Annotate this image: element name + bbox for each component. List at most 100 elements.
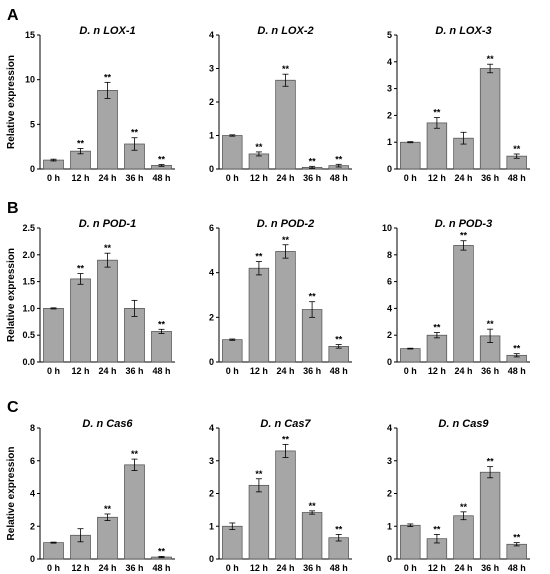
significance-label: **	[309, 292, 317, 302]
y-tick-label: 2	[387, 110, 392, 120]
y-tick-label: 4	[209, 423, 214, 433]
x-tick-label: 0 h	[47, 366, 60, 376]
bar	[275, 450, 296, 560]
bar	[328, 346, 349, 363]
x-tick-label: 12 h	[71, 173, 89, 183]
chart-d-n-lox-2: D. n LOX-2 0 1 2 3 4 0 h ** 12 h ** 24 h ** 36 h ** 48…	[209, 25, 352, 183]
y-tick-label: 3	[209, 64, 214, 74]
y-tick-label: 5	[387, 30, 392, 40]
y-tick-label: 1.5	[22, 277, 35, 287]
x-tick-label: 24 h	[276, 366, 294, 376]
significance-label: **	[104, 504, 112, 514]
significance-label: **	[255, 252, 263, 262]
bar	[275, 251, 296, 363]
chart-title: D. n LOX-1	[79, 25, 135, 37]
chart-d-n-cas6: D. n Cas6 Relative expression 0 2 4 6 8 0 h 12 h…	[6, 418, 175, 573]
y-tick-label: 0	[387, 554, 392, 564]
x-tick-label: 0 h	[47, 563, 60, 573]
bar	[275, 79, 296, 170]
y-tick-label: 8	[30, 423, 35, 433]
x-tick-label: 12 h	[428, 173, 446, 183]
significance-label: **	[487, 319, 495, 329]
significance-label: **	[131, 128, 139, 138]
significance-label: **	[513, 533, 521, 543]
x-tick-label: 0 h	[404, 173, 417, 183]
y-tick-label: 6	[387, 277, 392, 287]
y-tick-label: 4	[387, 57, 392, 67]
significance-label: **	[487, 54, 495, 64]
bar	[97, 516, 118, 560]
bar	[248, 267, 270, 363]
y-tick-label: 15	[25, 30, 35, 40]
y-tick-label: 8	[387, 250, 392, 260]
y-tick-label: 1	[387, 137, 392, 147]
significance-label: **	[335, 524, 343, 534]
panel-letter-a: A	[7, 7, 19, 24]
bar	[506, 543, 527, 560]
x-tick-label: 12 h	[428, 366, 446, 376]
bar	[43, 159, 64, 170]
x-tick-label: 24 h	[276, 563, 294, 573]
significance-label: **	[282, 64, 290, 74]
y-axis-label: Relative expression	[6, 55, 17, 149]
bar	[479, 471, 501, 560]
x-tick-label: 36 h	[303, 173, 321, 183]
y-tick-label: 0	[209, 164, 214, 174]
y-tick-label: 6	[30, 456, 35, 466]
significance-label: **	[309, 156, 317, 166]
chart-title: D. n LOX-3	[435, 25, 491, 37]
y-tick-label: 2	[209, 489, 214, 499]
significance-label: **	[282, 235, 290, 245]
significance-label: **	[77, 138, 85, 148]
chart-title: D. n Cas9	[438, 418, 489, 430]
y-tick-label: 0	[387, 357, 392, 367]
bar	[222, 525, 243, 560]
chart-d-n-lox-3: D. n LOX-3 0 1 2 3 4 5 0 h ** 12 h 24 h ** 36 h ** 48 …	[387, 25, 530, 183]
y-tick-label: 4	[209, 30, 214, 40]
x-tick-label: 0 h	[404, 563, 417, 573]
x-tick-label: 36 h	[481, 366, 499, 376]
x-tick-label: 48 h	[508, 173, 526, 183]
y-tick-label: 1.0	[22, 303, 35, 313]
y-tick-label: 2	[387, 330, 392, 340]
chart-d-n-cas7: D. n Cas7 0 1 2 3 4 0 h ** 12 h ** 24 h ** 36 h ** 48 …	[209, 418, 352, 573]
x-tick-label: 36 h	[125, 366, 143, 376]
significance-label: **	[158, 319, 166, 329]
x-tick-label: 24 h	[276, 173, 294, 183]
x-tick-label: 36 h	[125, 563, 143, 573]
y-tick-label: 10	[25, 75, 35, 85]
x-tick-label: 0 h	[226, 366, 239, 376]
significance-label: **	[460, 231, 468, 241]
significance-label: **	[433, 323, 441, 333]
y-tick-label: 0	[387, 164, 392, 174]
chart-title: D. n Cas7	[260, 418, 311, 430]
significance-label: **	[255, 469, 263, 479]
y-tick-label: 2	[209, 97, 214, 107]
x-tick-label: 36 h	[481, 173, 499, 183]
chart-d-n-pod-3: D. n POD-3 0 2 4 6 8 10 0 h ** 12 h ** 24 h ** 36 h **…	[382, 218, 530, 376]
x-tick-label: 48 h	[508, 563, 526, 573]
y-tick-label: 5	[30, 119, 35, 129]
x-tick-label: 36 h	[303, 563, 321, 573]
x-tick-label: 24 h	[454, 173, 472, 183]
chart-title: D. n POD-2	[257, 218, 314, 230]
significance-label: **	[158, 155, 166, 165]
chart-d-n-cas9: D. n Cas9 0 1 2 3 4 0 h ** 12 h ** 24 h ** 36 h ** 48 …	[387, 418, 530, 573]
x-tick-label: 48 h	[152, 173, 170, 183]
bar	[248, 484, 270, 560]
significance-label: **	[309, 501, 317, 511]
significance-label: **	[282, 434, 290, 444]
bar	[301, 512, 323, 560]
panel-letter-c: C	[7, 399, 19, 416]
y-tick-label: 6	[209, 223, 214, 233]
bar	[43, 542, 64, 560]
significance-label: **	[77, 264, 85, 274]
y-tick-label: 4	[209, 268, 214, 278]
bar	[453, 245, 474, 363]
x-tick-label: 12 h	[250, 173, 268, 183]
x-tick-label: 12 h	[428, 563, 446, 573]
chart-title: D. n POD-3	[435, 218, 492, 230]
y-tick-label: 2.0	[22, 250, 35, 260]
significance-label: **	[433, 524, 441, 534]
x-tick-label: 12 h	[250, 366, 268, 376]
